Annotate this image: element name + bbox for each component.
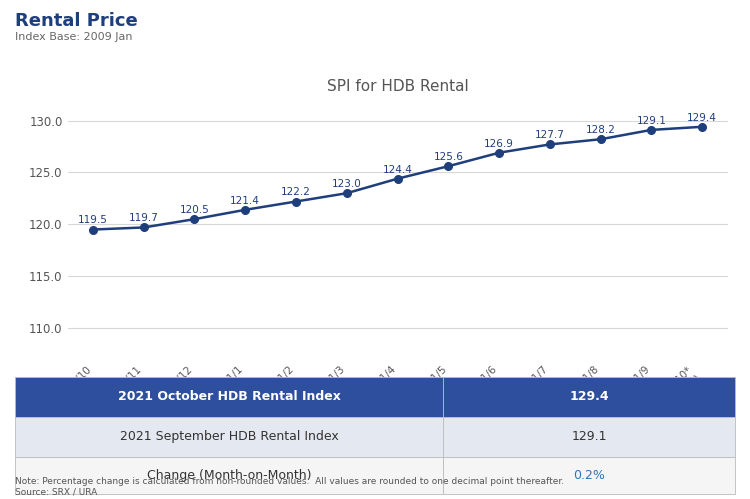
Text: 120.5: 120.5 [179,205,209,215]
Text: 126.9: 126.9 [484,139,514,149]
Text: 123.0: 123.0 [332,179,362,189]
Text: 129.1: 129.1 [572,430,607,443]
Text: 119.7: 119.7 [129,213,158,224]
Text: 2021 September HDB Rental Index: 2021 September HDB Rental Index [120,430,338,443]
Text: 129.1: 129.1 [637,116,666,126]
Text: Index Base: 2009 Jan: Index Base: 2009 Jan [15,32,133,42]
Text: Note: Percentage change is calculated from non-rounded values.  All values are r: Note: Percentage change is calculated fr… [15,477,564,497]
Text: 127.7: 127.7 [535,130,565,140]
Text: 125.6: 125.6 [433,152,464,162]
Text: 129.4: 129.4 [687,113,717,123]
Text: 119.5: 119.5 [78,216,108,226]
Text: Change (Month-on-Month): Change (Month-on-Month) [147,469,311,482]
Title: SPI for HDB Rental: SPI for HDB Rental [327,79,468,94]
Text: 2021 October HDB Rental Index: 2021 October HDB Rental Index [118,390,340,403]
Text: 121.4: 121.4 [230,196,260,206]
Text: 122.2: 122.2 [281,187,311,198]
Text: 0.2%: 0.2% [573,469,605,482]
Text: 124.4: 124.4 [382,165,412,175]
Text: 128.2: 128.2 [586,125,616,135]
Text: Rental Price: Rental Price [15,12,138,30]
Text: 129.4: 129.4 [569,390,609,403]
